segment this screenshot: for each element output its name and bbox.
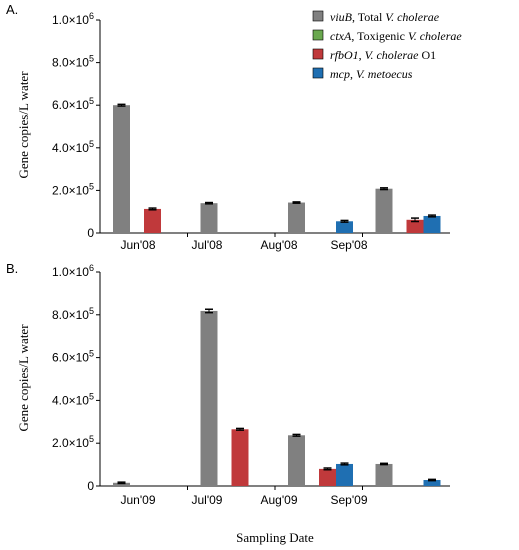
- bar: [200, 203, 218, 233]
- legend-entry: mcp, V. metoecus: [330, 67, 413, 81]
- bar: [113, 105, 130, 233]
- bar: [288, 435, 305, 486]
- x-tick-label: Aug'09: [261, 493, 298, 507]
- y-tick-label: 1.0×106: [52, 263, 94, 279]
- bar: [113, 482, 130, 486]
- chart-panel-2: B. Gene copies/L water 0 2.0×105 4.0×105 6.0×…: [6, 261, 450, 545]
- x-tick-label: Sep'08: [331, 238, 368, 252]
- bar: [319, 468, 336, 486]
- legend-swatch: [312, 48, 324, 60]
- bar: [336, 221, 353, 233]
- legend-swatch: [312, 67, 324, 79]
- x-tick-label: Jun'09: [121, 493, 156, 507]
- bar: [375, 463, 393, 486]
- x-tick-label: Jul'08: [192, 238, 223, 252]
- bar: [288, 202, 305, 233]
- legend-entry: viuB, Total V. cholerae: [330, 10, 440, 24]
- y-tick-label: 1.0×106: [52, 11, 94, 27]
- y-axis-label: Gene copies/L water: [16, 71, 31, 179]
- legend-swatch: [312, 29, 324, 41]
- bar: [336, 463, 353, 486]
- panel-label: A.: [6, 2, 18, 17]
- y-tick-label: 0: [87, 479, 94, 493]
- y-tick-label: 4.0×105: [52, 139, 94, 155]
- y-tick-label: 6.0×105: [52, 349, 94, 365]
- x-tick-label: Jul'09: [192, 493, 223, 507]
- x-axis-label: Sampling Date: [236, 530, 314, 545]
- y-tick-label: 0: [87, 226, 94, 240]
- x-tick-label: Sep'09: [331, 493, 368, 507]
- bar: [200, 310, 218, 486]
- y-tick-label: 2.0×105: [52, 434, 94, 450]
- bar: [231, 429, 249, 486]
- panel-label: B.: [6, 261, 18, 276]
- legend-entry: rfbO1, V. cholerae O1: [330, 48, 436, 62]
- y-tick-label: 4.0×105: [52, 391, 94, 407]
- legend: viuB, Total V. cholerae ctxA, Toxigenic V…: [312, 10, 462, 81]
- bar: [406, 219, 424, 233]
- x-tick-label: Jun'08: [121, 238, 156, 252]
- bar: [144, 208, 161, 233]
- bar: [423, 480, 441, 486]
- y-axis-label: Gene copies/L water: [16, 324, 31, 432]
- y-tick-label: 8.0×105: [52, 306, 94, 322]
- y-tick-label: 2.0×105: [52, 181, 94, 197]
- bar: [423, 215, 441, 233]
- y-tick-label: 6.0×105: [52, 96, 94, 112]
- legend-entry: ctxA, Toxigenic V. cholerae: [330, 29, 462, 43]
- legend-swatch: [312, 10, 324, 22]
- x-tick-label: Aug'08: [261, 238, 298, 252]
- bar: [375, 188, 393, 233]
- chart-panel-1: A. Gene copies/L water 0 2.0×105 4.0×105 6.0×…: [6, 2, 450, 252]
- y-tick-label: 8.0×105: [52, 54, 94, 70]
